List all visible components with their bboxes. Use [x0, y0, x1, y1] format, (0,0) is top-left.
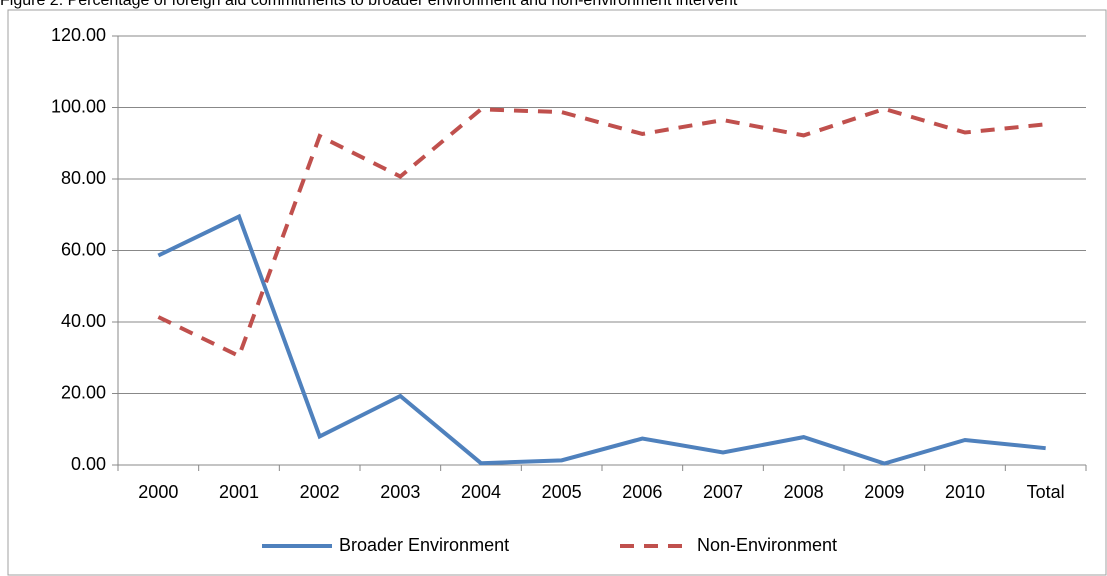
- y-tick-label: 40.00: [61, 311, 106, 331]
- y-tick-label: 100.00: [51, 96, 106, 116]
- y-tick-label: 0.00: [71, 454, 106, 474]
- x-tick-label: 2007: [703, 482, 743, 502]
- series-line: [157, 106, 1046, 359]
- x-tick-label: 2004: [461, 482, 501, 502]
- x-tick-label: 2001: [219, 482, 259, 502]
- x-tick-label: 2008: [784, 482, 824, 502]
- x-tick-label: 2005: [542, 482, 582, 502]
- x-tick-label: 2002: [300, 482, 340, 502]
- chart-title: Figure 2: Percentage of foreign aid comm…: [0, 0, 738, 9]
- y-tick-label: 20.00: [61, 382, 106, 402]
- legend-label: Broader Environment: [339, 535, 509, 555]
- x-tick-label: 2009: [864, 482, 904, 502]
- series-line: [157, 213, 1046, 466]
- y-tick-label: 60.00: [61, 239, 106, 259]
- x-tick-label: Total: [1027, 482, 1065, 502]
- x-tick-label: 2006: [622, 482, 662, 502]
- x-tick-label: 2010: [945, 482, 985, 502]
- y-tick-label: 80.00: [61, 168, 106, 188]
- chart-border: [7, 9, 1107, 576]
- x-tick-label: 2000: [138, 482, 178, 502]
- legend-label: Non-Environment: [697, 535, 837, 555]
- y-tick-label: 120.00: [51, 25, 106, 45]
- x-tick-label: 2003: [380, 482, 420, 502]
